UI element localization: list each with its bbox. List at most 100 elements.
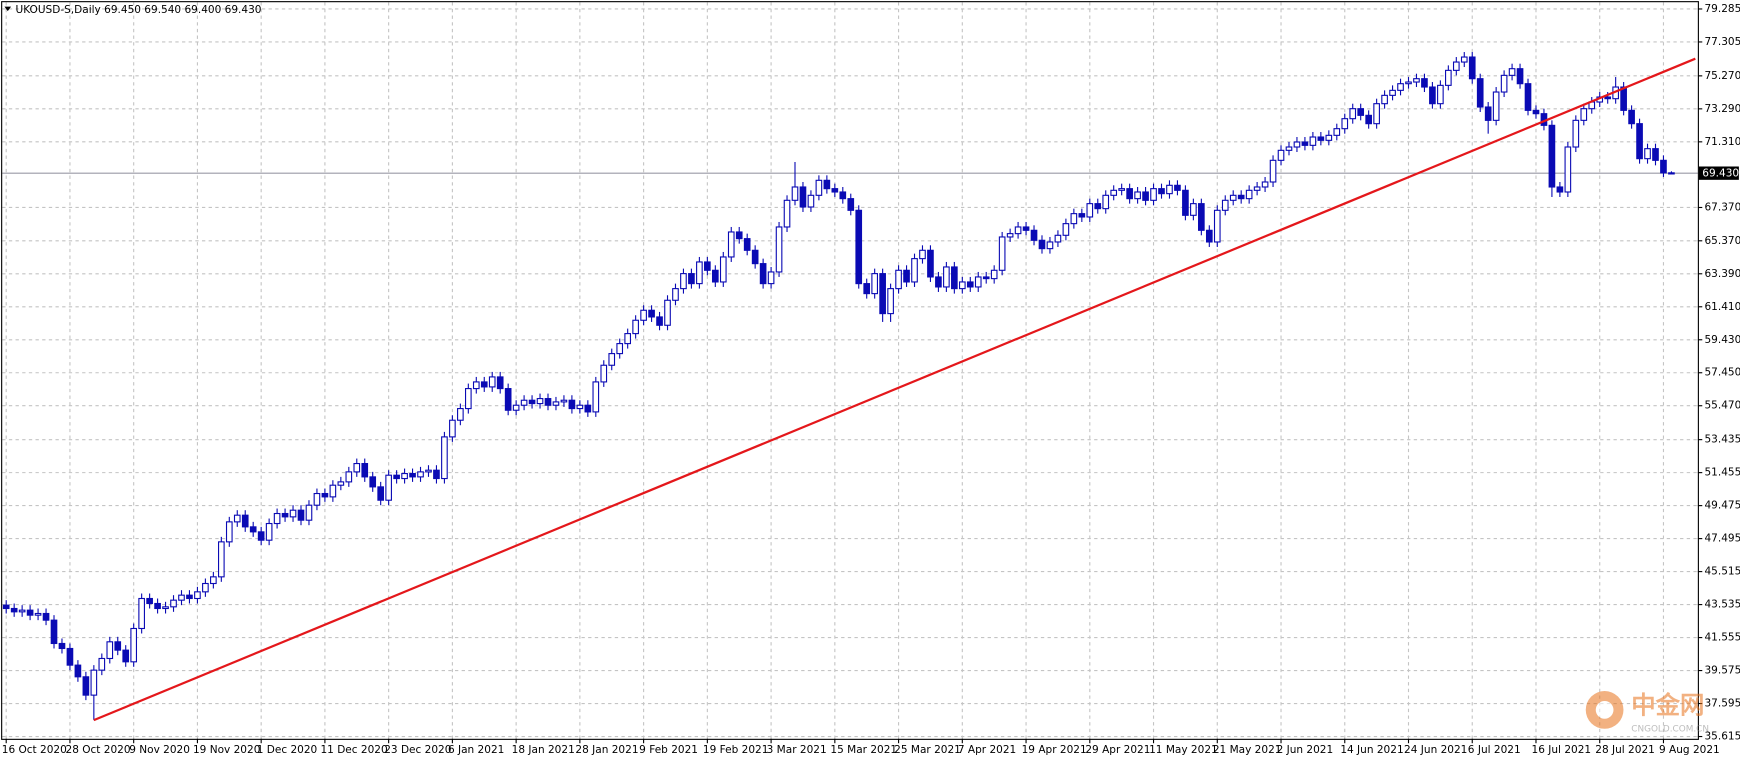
x-tick-label: 21 May 2021 [1213, 744, 1282, 756]
candle-body [680, 273, 687, 290]
candle-body [1229, 194, 1237, 201]
candle-body [879, 273, 886, 315]
candle-body [106, 641, 114, 660]
candle-body [807, 194, 815, 208]
candle-body [951, 266, 958, 290]
candle-body [1237, 194, 1245, 200]
y-tick-label: 51.455 [1704, 467, 1740, 479]
candle-body [520, 399, 528, 406]
y-tick-label: 53.435 [1704, 434, 1740, 446]
candle-body [1094, 203, 1102, 210]
candle-body [353, 462, 361, 473]
candle-body [441, 436, 448, 480]
current-price-box [1698, 166, 1739, 180]
candle-body [361, 462, 369, 478]
candle-body [791, 186, 799, 201]
candle-body [815, 179, 823, 196]
candle-body [1205, 229, 1213, 243]
x-tick-label: 9 Nov 2020 [129, 744, 190, 756]
candle-body [1508, 68, 1516, 76]
candle-body [1213, 209, 1221, 243]
y-tick-label: 61.410 [1704, 301, 1740, 313]
candle-body [42, 612, 50, 621]
x-tick-label: 11 Dec 2020 [320, 744, 387, 756]
candle-body [257, 531, 265, 541]
candle-body [1086, 203, 1094, 218]
watermark: 中金网 CNGOLD.COM.CN [1585, 691, 1709, 734]
candle-body [600, 364, 608, 383]
candle-body [1126, 188, 1133, 200]
candle-body [711, 269, 719, 283]
candle-body [1293, 141, 1301, 148]
header-arrow [4, 6, 12, 12]
candle-body [329, 484, 337, 498]
candle-body [552, 401, 560, 406]
x-tick-label: 15 Mar 2021 [830, 744, 897, 756]
candle-body [114, 641, 122, 651]
candle-body [847, 198, 855, 211]
candle-body [225, 521, 233, 543]
candle-body [472, 381, 480, 390]
x-tick-label: 11 May 2021 [1149, 744, 1218, 756]
candle-body [1476, 78, 1484, 108]
candle-body [664, 299, 671, 326]
candle-body [433, 469, 440, 480]
candle-body [130, 627, 138, 663]
candle-body [1429, 86, 1436, 105]
candle-body [345, 471, 353, 483]
candle-body [1221, 199, 1229, 211]
candle-body [1269, 159, 1277, 183]
overlay: 79.285 77.305 75.270 73.290 71.310 67.370 65.3… [2, 3, 1740, 756]
candle-body [1182, 189, 1189, 216]
candle-body [855, 209, 863, 285]
candle-body [1301, 141, 1309, 146]
candle-body [217, 541, 225, 578]
candle-body [1166, 184, 1173, 195]
candle-body [321, 492, 329, 498]
candle-body [1245, 189, 1253, 200]
candle-body [632, 319, 639, 335]
watermark-title: 中金网 [1631, 691, 1704, 720]
candle-body [385, 474, 392, 501]
y-tick-label: 47.495 [1704, 533, 1740, 545]
candle-body [138, 597, 145, 630]
candle-body [1006, 233, 1014, 238]
y-tick-label: 37.595 [1704, 698, 1740, 710]
candle-body [10, 607, 18, 613]
candle-body [1437, 84, 1444, 105]
plot-frame [1, 1, 1699, 740]
candle-body [170, 599, 177, 608]
candle-body [82, 676, 90, 696]
candle-body [990, 269, 998, 280]
candle-body [1668, 172, 1675, 175]
candle-body [122, 649, 130, 663]
y-tick-label: 49.475 [1704, 500, 1740, 512]
candle-body [1564, 146, 1572, 193]
candle-body [90, 669, 98, 696]
chart-header: UKOUSD-S,Daily 69.450 69.540 69.400 69.4… [16, 4, 262, 16]
candle-body [1628, 109, 1635, 125]
candle-body [241, 514, 249, 528]
candle-body [823, 179, 831, 190]
candle-body [871, 273, 879, 295]
candle-body [1317, 136, 1325, 141]
candle-body [1484, 106, 1492, 121]
candle-body [480, 381, 488, 388]
candle-body [648, 309, 655, 318]
candle-body [1142, 191, 1149, 201]
candle-body [1078, 213, 1086, 218]
candle-body [1253, 186, 1261, 191]
candle-body [935, 276, 942, 288]
y-tick-label: 39.575 [1704, 665, 1740, 677]
x-tick-label: 1 Dec 2020 [257, 744, 318, 756]
candle-body [98, 657, 106, 671]
candle-body [1389, 89, 1396, 96]
candle-body [1373, 103, 1380, 125]
candle-body [1532, 109, 1540, 115]
candle-body [1492, 91, 1500, 121]
candle-body [592, 381, 600, 413]
candle-body [1150, 188, 1157, 201]
x-tick-label: 25 Mar 2021 [894, 744, 961, 756]
x-tick-label: 23 Dec 2020 [384, 744, 451, 756]
